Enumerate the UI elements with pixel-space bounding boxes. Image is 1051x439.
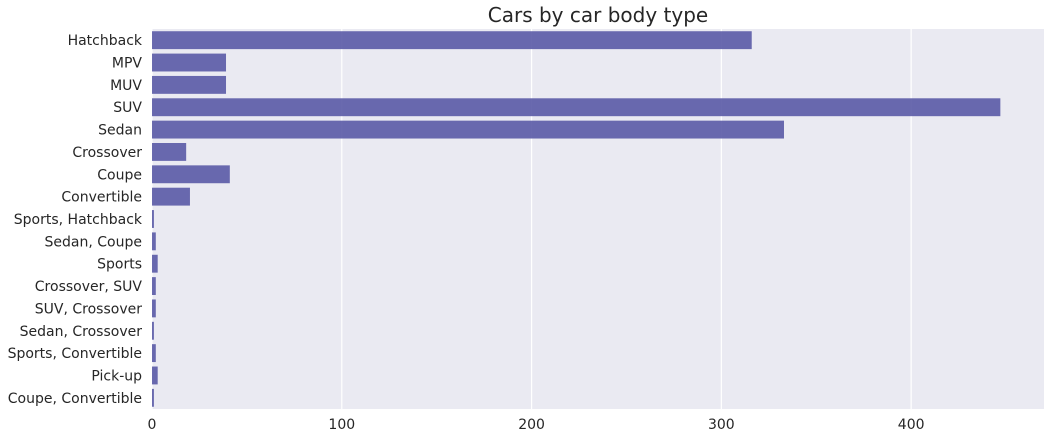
y-tick-label: Crossover — [72, 145, 142, 161]
bar — [152, 120, 784, 139]
y-axis-tick-labels: Hatchback MPV MUV SUV Sedan Crossover Coupe Con… — [8, 33, 143, 407]
y-tick-label: Pick-up — [91, 368, 142, 384]
y-tick-label: SUV, Crossover — [35, 301, 142, 317]
bar — [152, 165, 230, 184]
y-tick-label: Convertible — [61, 190, 142, 206]
y-tick-label: Hatchback — [68, 33, 143, 49]
x-tick-label: 400 — [898, 417, 925, 433]
y-tick-label: Sedan, Coupe — [45, 234, 142, 250]
bar — [152, 232, 156, 251]
bar — [152, 98, 1001, 117]
bar — [152, 299, 156, 318]
bar — [152, 344, 156, 363]
y-tick-label: Crossover, SUV — [35, 279, 143, 295]
y-tick-label: Sports, Convertible — [8, 346, 142, 362]
bar — [152, 277, 156, 295]
bar — [152, 53, 227, 72]
y-tick-label: Sedan, Crossover — [20, 324, 143, 340]
bars — [152, 31, 1001, 407]
bar — [152, 143, 187, 161]
x-axis-tick-labels: 0 100 200 300 400 — [148, 417, 925, 433]
x-tick-label: 300 — [708, 417, 735, 433]
bar — [152, 187, 190, 206]
bar — [152, 321, 154, 340]
y-tick-label: Coupe, Convertible — [8, 391, 142, 407]
bar — [152, 31, 752, 50]
y-tick-label: SUV — [113, 100, 142, 116]
x-tick-label: 200 — [518, 417, 545, 433]
bar — [152, 388, 154, 407]
y-tick-label: MUV — [110, 78, 142, 94]
bar — [152, 254, 158, 273]
y-tick-label: Sports — [97, 257, 142, 273]
y-tick-label: Sedan — [98, 123, 142, 139]
y-tick-label: MPV — [112, 56, 143, 72]
y-tick-label: Sports, Hatchback — [14, 212, 143, 228]
bar — [152, 210, 154, 228]
plot-area — [152, 29, 1044, 409]
bar — [152, 366, 158, 385]
x-tick-label: 100 — [328, 417, 355, 433]
x-tick-label: 0 — [148, 417, 157, 433]
y-tick-label: Coupe — [97, 167, 142, 183]
bar — [152, 75, 227, 94]
chart-title: Cars by car body type — [488, 3, 708, 27]
